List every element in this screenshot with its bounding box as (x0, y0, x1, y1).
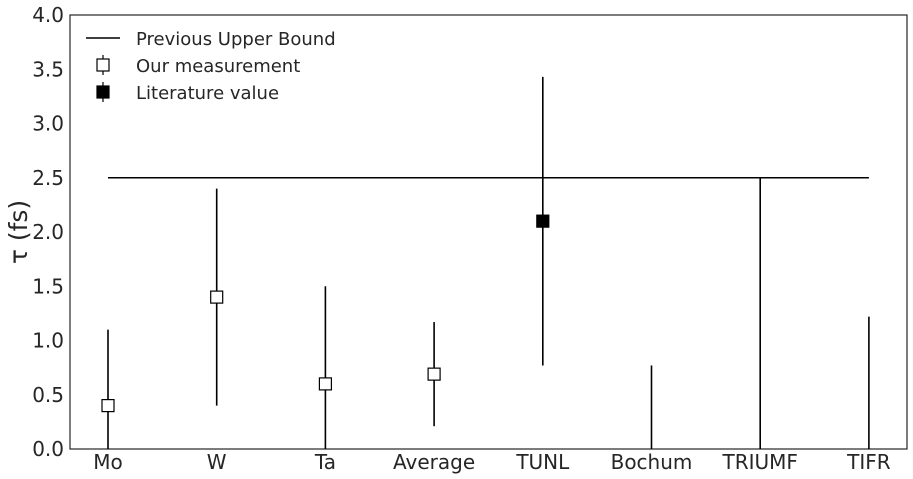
x-tick-label: Bochum (611, 450, 693, 474)
legend: Previous Upper Bound Our measurement Liter… (86, 29, 336, 104)
y-tick-label: 1.0 (32, 329, 64, 353)
legend-open-square-swatch (96, 58, 110, 72)
y-tick-label: 0.0 (32, 437, 64, 461)
y-tick-label: 4.0 (32, 3, 64, 27)
legend-label: Literature value (136, 83, 279, 104)
measurement-marker (318, 377, 332, 391)
legend-filled-square-swatch (96, 85, 110, 99)
measurement-marker (101, 399, 115, 413)
plot-area-frame (69, 14, 908, 450)
legend-label: Previous Upper Bound (136, 29, 336, 50)
axis-layer: 0.0 0.5 1.0 1.5 2.0 2.5 3.0 3.5 4.0 Mo W Ta Average T… (32, 3, 891, 474)
measurement-marker (427, 367, 441, 381)
x-tick-label: TIFR (846, 450, 891, 474)
y-axis-label: τ (fs) (4, 200, 33, 264)
y-tick-label: 3.5 (32, 57, 64, 81)
y-tick-label: 1.5 (32, 274, 64, 298)
x-tick-label: TUNL (515, 450, 570, 474)
legend-label: Our measurement (136, 56, 300, 77)
measurement-marker (210, 290, 224, 304)
x-tick-label: Average (393, 450, 475, 474)
data-layer (101, 76, 870, 449)
x-tick-label: Mo (93, 450, 123, 474)
x-tick-label: W (207, 450, 227, 474)
y-tick-label: 0.5 (32, 383, 64, 407)
x-tick-label: Ta (314, 450, 336, 474)
x-tick-label: TRIUMF (721, 450, 797, 474)
y-tick-label: 2.5 (32, 166, 64, 190)
literature-marker (536, 214, 550, 228)
y-tick-label: 2.0 (32, 220, 64, 244)
y-tick-label: 3.0 (32, 112, 64, 136)
